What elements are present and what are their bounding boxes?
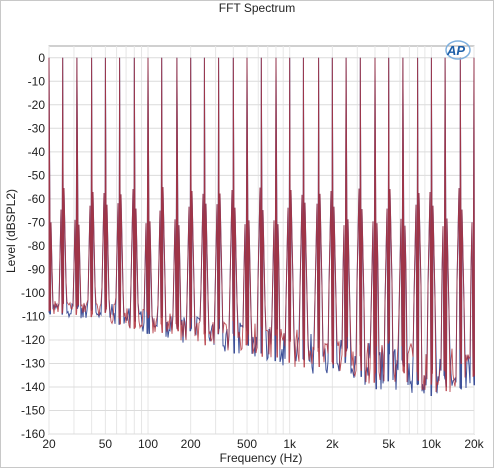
y-tick-label: -90: [28, 262, 46, 276]
y-tick-label: -120: [21, 333, 45, 347]
y-tick-label: -160: [21, 427, 45, 441]
y-tick-label: -20: [28, 98, 46, 112]
y-axis-ticks: 0 -10 -20 -30 -40 -50 -60 -70 -80 -90 -100 -110 -120…: [21, 51, 45, 441]
x-tick-label: 20: [42, 437, 56, 451]
x-axis-ticks: 20 50 100 200 500 1k 2k 5k 10k 20k: [42, 437, 484, 451]
svg-text:AP: AP: [446, 43, 465, 58]
ap-logo-icon: AP: [445, 40, 471, 60]
y-tick-label: -140: [21, 380, 45, 394]
series-layer: [48, 57, 475, 397]
x-tick-label: 50: [99, 437, 113, 451]
series-line: [48, 57, 475, 393]
x-tick-label: 1k: [283, 437, 297, 451]
y-tick-label: -80: [28, 239, 46, 253]
y-tick-label: -110: [22, 309, 45, 323]
x-axis-label: Frequency (Hz): [220, 451, 303, 465]
x-tick-label: 200: [181, 437, 201, 451]
y-tick-label: -40: [28, 145, 46, 159]
y-tick-label: -130: [21, 356, 45, 370]
y-tick-label: -100: [21, 286, 45, 300]
y-tick-label: -30: [28, 121, 46, 135]
x-tick-label: 10k: [422, 437, 442, 451]
y-axis-label: Level (dBSPL2): [4, 189, 18, 273]
y-tick-label: -70: [28, 215, 46, 229]
y-tick-label: -10: [28, 74, 46, 88]
x-tick-label: 5k: [382, 437, 396, 451]
y-tick-label: -50: [28, 168, 46, 182]
y-tick-label: -60: [28, 192, 46, 206]
x-tick-label: 20k: [464, 437, 484, 451]
x-tick-label: 100: [138, 437, 158, 451]
x-tick-label: 500: [237, 437, 257, 451]
x-tick-label: 2k: [326, 437, 340, 451]
y-tick-label: 0: [38, 51, 45, 65]
chart-title: FFT Spectrum: [219, 1, 295, 15]
y-tick-label: -150: [21, 403, 45, 417]
